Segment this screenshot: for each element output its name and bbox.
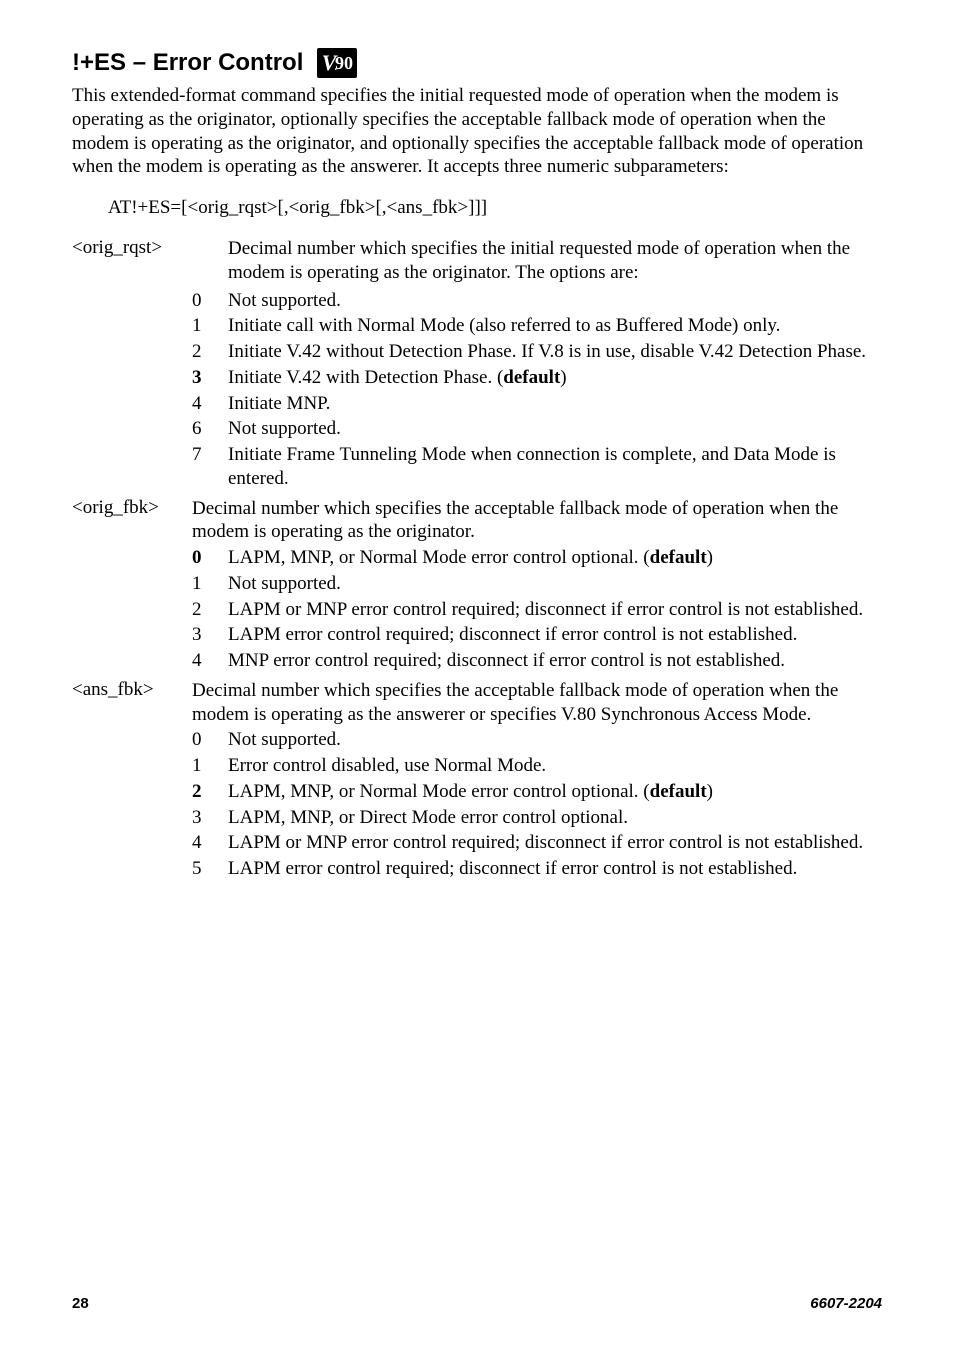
param-label: <ans_fbk> <box>72 679 192 883</box>
param-desc: Decimal number which specifies the accep… <box>192 679 882 727</box>
option-row: 2LAPM or MNP error control required; dis… <box>192 598 882 622</box>
param-label: <orig_rqst> <box>72 237 192 493</box>
param-block: <ans_fbk>Decimal number which specifies … <box>72 679 882 883</box>
option-number: 3 <box>192 623 228 647</box>
option-row: 0LAPM, MNP, or Normal Mode error control… <box>192 546 882 570</box>
badge-dot: . <box>334 62 337 73</box>
option-row: 0Not supported. <box>192 728 882 752</box>
option-row: 4Initiate MNP. <box>192 392 882 416</box>
badge-num: 90 <box>335 53 353 74</box>
doc-id: 6607-2204 <box>810 1295 882 1312</box>
option-number: 2 <box>192 598 228 622</box>
option-text-post: ) <box>707 547 713 568</box>
option-number: 0 <box>192 289 228 313</box>
option-text-pre: Initiate V.42 with Detection Phase. ( <box>228 367 503 388</box>
param-desc: Decimal number which specifies the accep… <box>192 497 882 545</box>
params-container: <orig_rqst>Decimal number which specifie… <box>72 237 882 883</box>
param-desc: Decimal number which specifies the initi… <box>228 237 882 285</box>
option-text: Initiate Frame Tunneling Mode when conne… <box>228 443 882 491</box>
param-desc-row: Decimal number which specifies the initi… <box>192 237 882 287</box>
option-number: 5 <box>192 857 228 881</box>
option-row: 4MNP error control required; disconnect … <box>192 649 882 673</box>
option-row: 1Initiate call with Normal Mode (also re… <box>192 314 882 338</box>
option-row: 1Error control disabled, use Normal Mode… <box>192 754 882 778</box>
option-text: Error control disabled, use Normal Mode. <box>228 754 882 778</box>
option-number: 4 <box>192 649 228 673</box>
param-block: <orig_fbk>Decimal number which specifies… <box>72 497 882 675</box>
option-row: 2Initiate V.42 without Detection Phase. … <box>192 340 882 364</box>
option-row: 4LAPM or MNP error control required; dis… <box>192 831 882 855</box>
option-number: 3 <box>192 366 228 390</box>
option-row: 3Initiate V.42 with Detection Phase. (de… <box>192 366 882 390</box>
param-label: <orig_fbk> <box>72 497 192 675</box>
option-number: 7 <box>192 443 228 491</box>
option-text: Initiate call with Normal Mode (also ref… <box>228 314 882 338</box>
option-text: Not supported. <box>228 289 882 313</box>
page-number: 28 <box>72 1295 89 1312</box>
v90-badge-icon: V.90 <box>317 48 357 78</box>
option-text: LAPM error control required; disconnect … <box>228 623 882 647</box>
option-text: LAPM error control required; disconnect … <box>228 857 882 881</box>
option-text-post: ) <box>707 781 713 802</box>
option-number: 2 <box>192 780 228 804</box>
option-text: LAPM, MNP, or Normal Mode error control … <box>228 546 882 570</box>
option-text: Not supported. <box>228 728 882 752</box>
syntax-line: AT!+ES=[<orig_rqst>[,<orig_fbk>[,<ans_fb… <box>108 197 882 219</box>
option-row: 3LAPM, MNP, or Direct Mode error control… <box>192 806 882 830</box>
option-row: 6Not supported. <box>192 417 882 441</box>
option-text-pre: LAPM, MNP, or Normal Mode error control … <box>228 781 650 802</box>
page-footer: 28 6607-2204 <box>72 1295 882 1312</box>
option-text: LAPM, MNP, or Normal Mode error control … <box>228 780 882 804</box>
option-number: 1 <box>192 572 228 596</box>
option-number: 0 <box>192 546 228 570</box>
option-text-bold: default <box>650 547 707 568</box>
option-number: 4 <box>192 831 228 855</box>
option-row: 1Not supported. <box>192 572 882 596</box>
section-title: !+ES – Error Control <box>72 49 303 77</box>
option-text-bold: default <box>503 367 560 388</box>
param-block: <orig_rqst> Decimal number which specifie… <box>72 237 882 493</box>
option-text: LAPM or MNP error control required; disc… <box>228 598 882 622</box>
option-text: Initiate V.42 without Detection Phase. I… <box>228 340 882 364</box>
param-body: Decimal number which specifies the accep… <box>192 679 882 883</box>
option-text-post: ) <box>560 367 566 388</box>
option-text: MNP error control required; disconnect i… <box>228 649 882 673</box>
option-text: Not supported. <box>228 417 882 441</box>
option-row: 2LAPM, MNP, or Normal Mode error control… <box>192 780 882 804</box>
option-text: Initiate MNP. <box>228 392 882 416</box>
option-text: LAPM, MNP, or Direct Mode error control … <box>228 806 882 830</box>
intro-paragraph: This extended-format command specifies t… <box>72 84 882 179</box>
option-row: 5LAPM error control required; disconnect… <box>192 857 882 881</box>
title-row: !+ES – Error Control V.90 <box>72 48 882 78</box>
option-row: 7Initiate Frame Tunneling Mode when conn… <box>192 443 882 491</box>
param-body: Decimal number which specifies the accep… <box>192 497 882 675</box>
option-text: Not supported. <box>228 572 882 596</box>
option-text: Initiate V.42 with Detection Phase. (def… <box>228 366 882 390</box>
param-desc-spacer <box>192 237 228 287</box>
option-number: 3 <box>192 806 228 830</box>
option-text-pre: LAPM, MNP, or Normal Mode error control … <box>228 547 650 568</box>
param-body: Decimal number which specifies the initi… <box>192 237 882 493</box>
option-number: 0 <box>192 728 228 752</box>
option-number: 1 <box>192 314 228 338</box>
option-row: 0Not supported. <box>192 289 882 313</box>
option-row: 3LAPM error control required; disconnect… <box>192 623 882 647</box>
option-number: 6 <box>192 417 228 441</box>
option-number: 1 <box>192 754 228 778</box>
option-number: 2 <box>192 340 228 364</box>
option-number: 4 <box>192 392 228 416</box>
page: !+ES – Error Control V.90 This extended-… <box>0 0 954 1352</box>
option-text-bold: default <box>650 781 707 802</box>
option-text: LAPM or MNP error control required; disc… <box>228 831 882 855</box>
